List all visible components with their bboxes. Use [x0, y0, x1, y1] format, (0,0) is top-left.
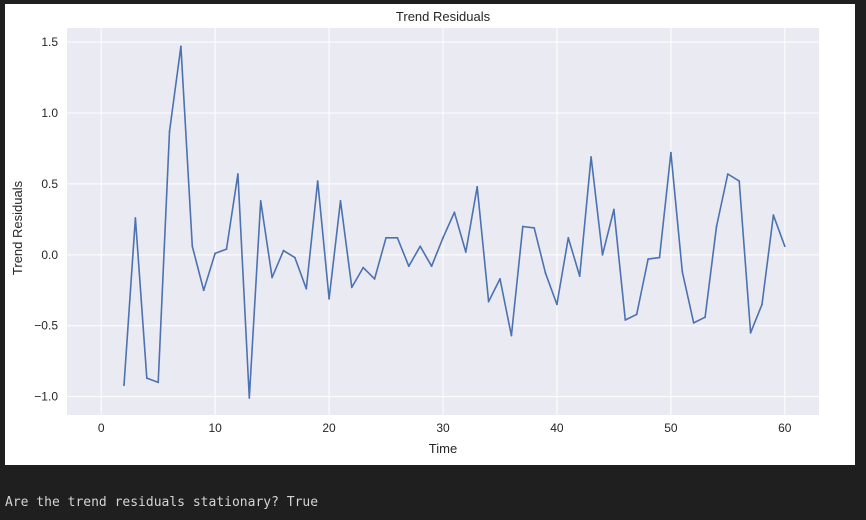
- data-point: [715, 225, 718, 228]
- y-axis-label: Trend Residuals: [10, 180, 25, 275]
- data-point: [670, 151, 672, 154]
- data-point: [453, 211, 456, 214]
- data-point: [373, 278, 376, 280]
- data-point: [681, 270, 684, 273]
- y-tick-label: 0.5: [41, 177, 58, 191]
- data-point: [499, 278, 501, 280]
- y-tick-label: 1.0: [41, 106, 58, 120]
- data-point: [248, 397, 251, 399]
- data-point: [613, 208, 615, 211]
- data-point: [658, 256, 661, 259]
- data-point: [271, 276, 273, 279]
- data-point: [145, 377, 148, 379]
- x-tick-label: 60: [778, 421, 792, 435]
- data-point: [123, 384, 125, 387]
- data-point: [396, 236, 399, 239]
- data-point: [259, 200, 262, 202]
- chart-svg: 0 10 20 30 40 50 60 −1.0 −0.5 0.0 0.5 1.0 1.5 Trend…: [10, 9, 819, 456]
- x-tick-labels: 0 10 20 30 40 50 60: [98, 421, 792, 435]
- data-point: [237, 173, 239, 175]
- x-tick-label: 50: [664, 421, 678, 435]
- data-point: [362, 266, 365, 269]
- chart-figure: 0 10 20 30 40 50 60 −1.0 −0.5 0.0 0.5 1.0 1.5 Trend…: [5, 4, 855, 465]
- cell-output-text: Are the trend residuals stationary? True: [5, 495, 319, 510]
- data-point: [316, 180, 319, 183]
- grid-lines: [67, 28, 819, 415]
- data-point: [419, 245, 422, 248]
- data-point: [168, 130, 171, 133]
- data-point: [624, 319, 627, 321]
- data-point: [556, 303, 558, 306]
- data-point: [214, 252, 217, 255]
- data-point: [510, 334, 513, 337]
- data-point: [385, 236, 387, 239]
- x-axis-label: Time: [429, 441, 457, 456]
- data-point: [601, 253, 604, 256]
- data-point: [761, 303, 763, 306]
- chart-title: Trend Residuals: [396, 9, 491, 24]
- data-point: [590, 156, 592, 158]
- data-point: [407, 265, 410, 268]
- data-point: [772, 214, 775, 217]
- x-tick-label: 0: [98, 421, 105, 435]
- y-tick-labels: −1.0 −0.5 0.0 0.5 1.0 1.5: [34, 35, 58, 403]
- data-points: [123, 45, 786, 399]
- data-point: [442, 236, 444, 239]
- data-point: [350, 286, 353, 289]
- data-point: [567, 236, 570, 239]
- data-point: [647, 258, 649, 260]
- data-point: [305, 287, 308, 290]
- data-point: [521, 225, 524, 228]
- data-point: [339, 200, 342, 202]
- data-point: [544, 272, 547, 275]
- data-point: [328, 297, 330, 300]
- data-point: [430, 265, 433, 268]
- data-point: [180, 45, 182, 48]
- data-point: [692, 322, 695, 324]
- data-point: [225, 248, 228, 251]
- data-point: [487, 300, 490, 303]
- data-point: [749, 331, 752, 334]
- data-point: [464, 251, 467, 253]
- data-point: [704, 316, 706, 319]
- data-point: [282, 249, 285, 252]
- data-point: [726, 173, 729, 175]
- x-tick-label: 10: [208, 421, 222, 435]
- data-point: [134, 217, 137, 219]
- x-tick-label: 40: [550, 421, 564, 435]
- data-point: [157, 381, 160, 384]
- data-point: [635, 313, 638, 316]
- data-point: [202, 289, 205, 292]
- data-point: [738, 180, 741, 183]
- y-tick-label: −0.5: [34, 319, 58, 333]
- data-point: [191, 245, 194, 248]
- data-point: [783, 245, 786, 248]
- data-point: [533, 227, 536, 229]
- y-tick-label: 0.0: [41, 248, 58, 262]
- y-tick-label: 1.5: [41, 35, 58, 49]
- data-point: [476, 185, 479, 188]
- data-point: [578, 275, 581, 277]
- x-tick-label: 30: [436, 421, 450, 435]
- x-tick-label: 20: [322, 421, 336, 435]
- data-point: [294, 256, 296, 259]
- y-tick-label: −1.0: [34, 390, 58, 404]
